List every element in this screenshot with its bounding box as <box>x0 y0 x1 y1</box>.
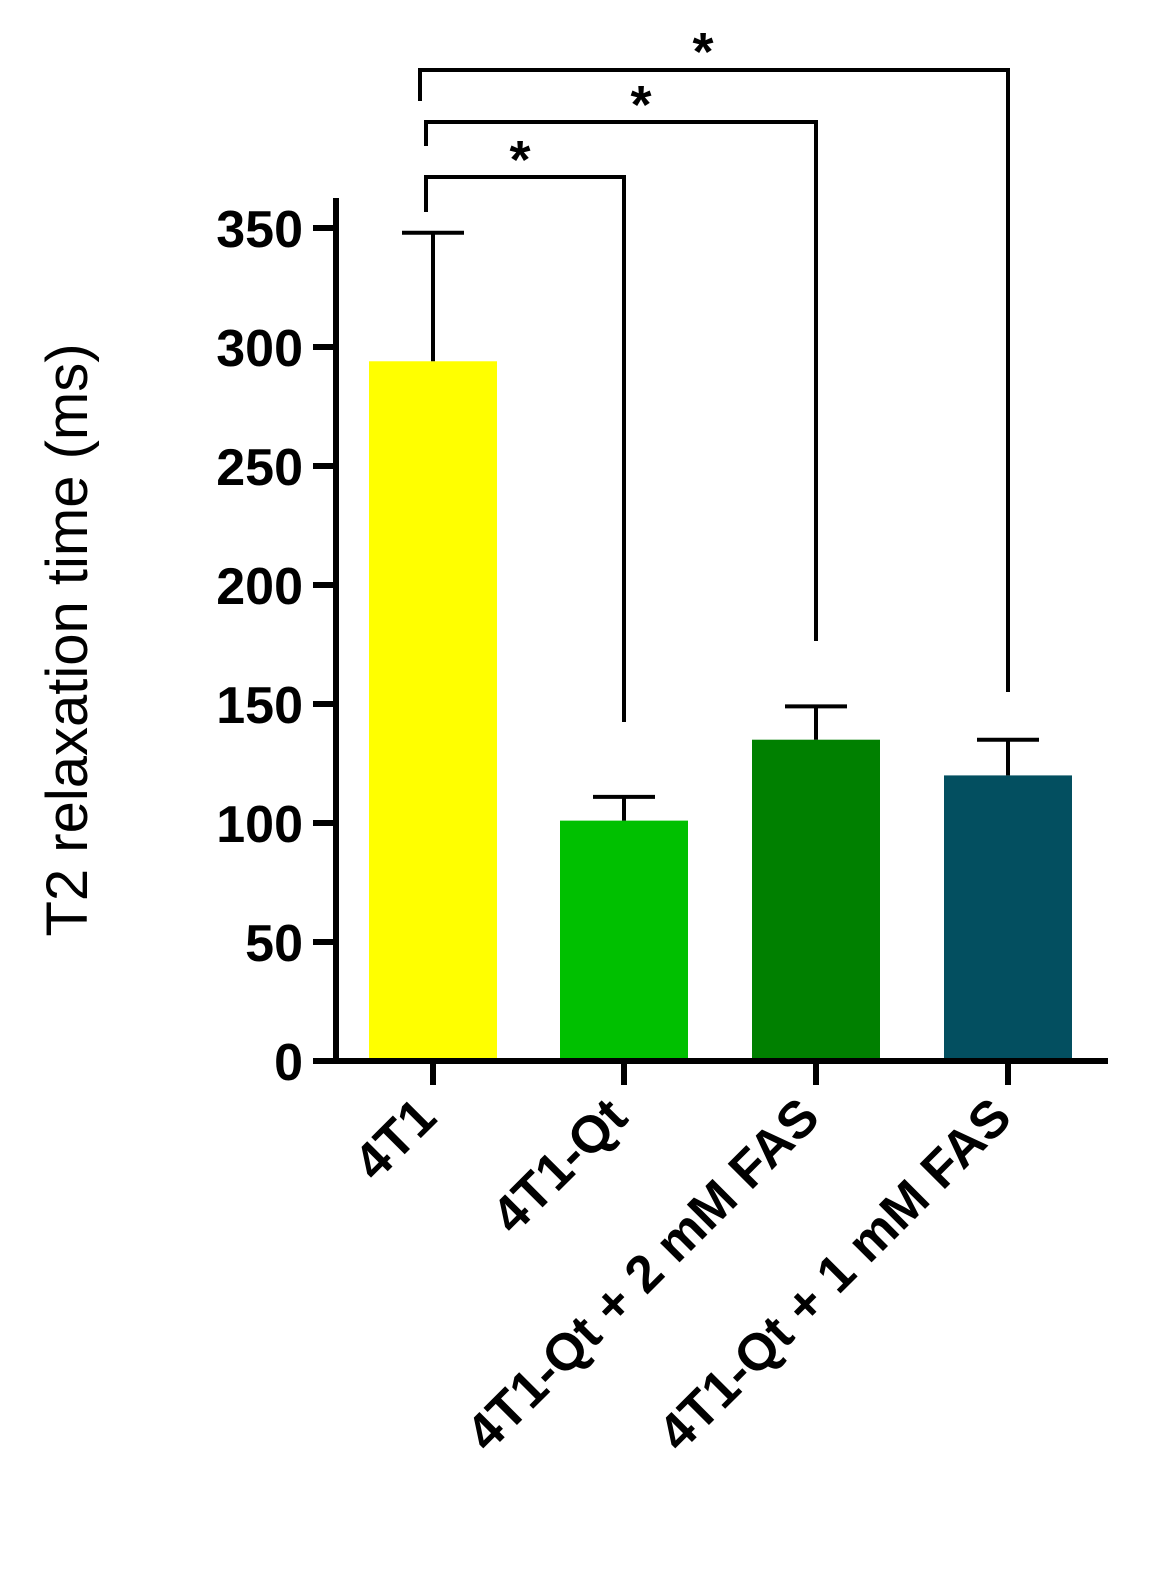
bar-3 <box>752 739 880 1061</box>
significance-label-2: * <box>630 75 651 135</box>
x-category-label-4: 4T1-Qt + 1 mM FAS <box>647 1087 1022 1462</box>
significance-bracket-3 <box>418 68 1010 692</box>
significance-bracket-1 <box>424 175 626 722</box>
bars-layer <box>369 361 1072 1061</box>
significance-label-3: * <box>692 22 713 82</box>
significance-label-1: * <box>509 130 530 190</box>
significance-layer: * * * <box>418 22 1010 722</box>
y-tick-label-200: 200 <box>216 558 303 616</box>
x-category-label-3: 4T1-Qt + 2 mM FAS <box>455 1087 830 1462</box>
x-category-label-2: 4T1-Qt <box>481 1087 638 1244</box>
y-tick-label-350: 350 <box>216 201 303 259</box>
bar-1 <box>369 361 497 1061</box>
y-tick-label-0: 0 <box>274 1034 303 1092</box>
bar-2 <box>560 820 688 1061</box>
bar-4 <box>944 775 1072 1061</box>
x-category-label-1: 4T1 <box>343 1087 447 1191</box>
y-tick-label-250: 250 <box>216 439 303 497</box>
error-bars-layer <box>402 230 1039 821</box>
y-tick-label-100: 100 <box>216 796 303 854</box>
y-tick-label-300: 300 <box>216 320 303 378</box>
y-axis-title: T2 relaxation time (ms) <box>35 343 100 936</box>
y-tick-label-50: 50 <box>245 915 303 973</box>
axes-layer <box>313 198 1108 1085</box>
significance-bracket-2 <box>424 120 818 641</box>
y-tick-label-150: 150 <box>216 677 303 735</box>
